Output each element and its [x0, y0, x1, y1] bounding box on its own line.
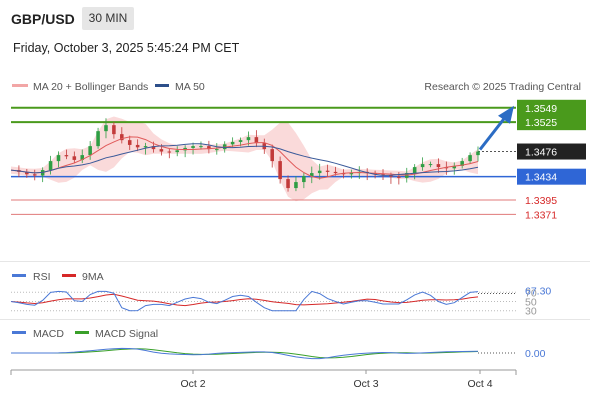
- candle-body: [397, 176, 401, 178]
- candle-body: [238, 140, 243, 142]
- ma20-line: [10, 136, 479, 179]
- rsi-ma-legend-label: 9MA: [82, 271, 104, 283]
- candle-body: [143, 146, 148, 148]
- ma20-legend-label: MA 20 + Bollinger Bands: [33, 81, 148, 93]
- rsi-level-label: 30: [525, 306, 537, 318]
- macd-signal-legend-swatch: [75, 331, 89, 334]
- rsi-legend-swatch: [12, 274, 26, 277]
- candle-body: [468, 155, 472, 162]
- candle-body: [349, 173, 354, 175]
- candle-body: [151, 146, 156, 150]
- candle-body: [294, 182, 298, 189]
- time-tick-label: Oct 4: [467, 378, 492, 390]
- target-label: 1.3371: [525, 209, 557, 221]
- symbol-title: GBP/USD: [11, 11, 75, 27]
- candle-body: [270, 149, 274, 162]
- candle-body: [215, 149, 219, 151]
- ma50-legend-label: MA 50: [175, 81, 205, 93]
- rsi-legend: RSI 9MA: [12, 271, 104, 283]
- current-price-label: 1.3476: [525, 147, 557, 159]
- macd-line: [11, 347, 479, 360]
- macd-current-label: 0.00: [525, 348, 546, 360]
- candle-body: [278, 161, 282, 180]
- chart-timestamp: Friday, October 3, 2025 5:45:24 PM CET: [13, 41, 240, 55]
- candle-body: [230, 141, 235, 145]
- rsi-ma-legend-swatch: [62, 274, 76, 277]
- candle-body: [88, 146, 92, 156]
- time-tick-label: Oct 2: [180, 378, 205, 390]
- candle-body: [317, 170, 322, 174]
- candle-body: [286, 179, 290, 189]
- rsi-level-label: 70: [525, 287, 537, 299]
- candle-body: [246, 137, 251, 141]
- candle-body: [389, 175, 393, 177]
- candle-body: [64, 155, 69, 157]
- resistance-label-box: [517, 99, 586, 116]
- macd-legend-swatch: [12, 331, 26, 334]
- candle-body: [302, 176, 306, 183]
- candle-body: [72, 156, 77, 160]
- macd-legend-label: MACD: [33, 328, 64, 340]
- candle-body: [135, 144, 140, 148]
- candle-body: [104, 125, 108, 132]
- ma50-legend-swatch: [155, 84, 169, 87]
- projection-arrowhead: [498, 105, 514, 124]
- macd-signal-legend-label: MACD Signal: [95, 328, 158, 340]
- macd-legend: MACD MACD Signal: [12, 328, 158, 340]
- time-ticks: Oct 2 Oct 3 Oct 4: [180, 370, 493, 390]
- resistance-label: 1.3549: [525, 103, 557, 115]
- candle-body: [207, 146, 211, 150]
- ma20-legend-swatch: [12, 84, 28, 87]
- interval-badge[interactable]: 30 MIN: [82, 7, 134, 30]
- candle-body: [420, 164, 425, 168]
- target-label: 1.3395: [525, 195, 557, 207]
- resistance-label: 1.3525: [525, 117, 557, 129]
- projection-arrow: [478, 117, 506, 151]
- candle-body: [333, 171, 338, 174]
- candle-body: [309, 173, 314, 177]
- candle-body: [25, 171, 29, 175]
- price-panel: 1.3549 1.3525 1.3476 1.3434 1.3395 1.3371: [10, 99, 586, 221]
- candle-body: [428, 164, 433, 166]
- candle-body: [112, 125, 116, 135]
- rsi-ma-line: [10, 293, 479, 307]
- candle-body: [159, 149, 164, 152]
- chart-header: GBP/USD 30 MIN Friday, October 3, 2025 5…: [0, 0, 590, 70]
- macd-panel: 0.00: [11, 347, 546, 360]
- candle-body: [80, 155, 85, 160]
- candle-body: [254, 137, 259, 144]
- current-price-box: [517, 143, 586, 160]
- candle-body: [452, 165, 457, 169]
- credit-text: Research © 2025 Trading Central: [424, 81, 581, 93]
- candle-body: [199, 146, 203, 148]
- rsi-level-label: 50: [525, 297, 537, 309]
- candle-body: [325, 170, 330, 172]
- support-label: 1.3434: [525, 172, 557, 184]
- candle-body: [32, 174, 37, 176]
- candle-body: [48, 161, 53, 171]
- candle-body: [476, 151, 480, 156]
- candle-body: [460, 161, 464, 166]
- candle-body: [191, 146, 195, 148]
- price-chart: MA 20 + Bollinger Bands MA 50 Research ©…: [0, 81, 590, 390]
- time-tick-label: Oct 3: [353, 378, 378, 390]
- ma50-line: [10, 143, 479, 176]
- candle-body: [412, 167, 417, 174]
- candle-body: [127, 140, 132, 145]
- candle-body: [120, 134, 124, 141]
- rsi-legend-label: RSI: [33, 271, 51, 283]
- resistance-label-box: [517, 114, 586, 131]
- support-label-box: [517, 168, 586, 185]
- candle-body: [56, 155, 61, 162]
- candle-body: [175, 150, 180, 153]
- rsi-line: [10, 290, 479, 312]
- candle-body: [167, 151, 172, 153]
- candle-body: [381, 174, 385, 176]
- price-legend: MA 20 + Bollinger Bands MA 50 Research ©…: [12, 81, 581, 93]
- candle-body: [436, 164, 441, 168]
- rsi-current-label: 67.30: [525, 286, 551, 298]
- candle-body: [96, 131, 100, 147]
